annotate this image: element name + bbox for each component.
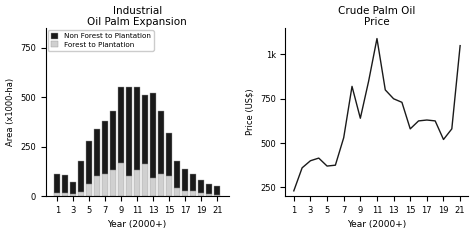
Bar [62, 175, 68, 193]
Bar [94, 129, 100, 176]
Bar [102, 121, 109, 174]
Bar [102, 174, 109, 196]
Bar [86, 184, 92, 196]
Y-axis label: Price (US$): Price (US$) [246, 89, 255, 135]
Bar [134, 170, 140, 196]
Bar [198, 193, 204, 196]
Bar [206, 194, 212, 196]
Bar [190, 174, 196, 191]
Bar [214, 186, 220, 195]
Bar [118, 87, 124, 163]
Bar [126, 87, 132, 176]
Bar [70, 194, 76, 196]
Legend: Non Forest to Plantation, Forest to Plantation: Non Forest to Plantation, Forest to Plan… [48, 30, 154, 51]
Bar [54, 193, 60, 196]
Bar [150, 93, 156, 178]
Y-axis label: Area (x1000-ha): Area (x1000-ha) [6, 78, 15, 146]
Bar [78, 192, 84, 196]
Title: Crude Palm Oil
Price: Crude Palm Oil Price [338, 6, 416, 27]
Bar [78, 161, 84, 192]
X-axis label: Year (2000+): Year (2000+) [347, 220, 407, 229]
Bar [134, 87, 140, 170]
Bar [166, 176, 173, 196]
Bar [182, 191, 188, 196]
Bar [62, 193, 68, 196]
Bar [214, 195, 220, 196]
Bar [166, 133, 173, 176]
Bar [198, 180, 204, 193]
Bar [94, 176, 100, 196]
Bar [158, 111, 164, 174]
Bar [174, 188, 181, 196]
Bar [150, 178, 156, 196]
Bar [142, 95, 148, 164]
Bar [190, 191, 196, 196]
Title: Industrial
Oil Palm Expansion: Industrial Oil Palm Expansion [87, 6, 187, 27]
Bar [110, 111, 117, 170]
X-axis label: Year (2000+): Year (2000+) [108, 220, 167, 229]
Bar [182, 169, 188, 191]
Bar [86, 141, 92, 184]
Bar [126, 176, 132, 196]
Bar [174, 161, 181, 188]
Bar [206, 184, 212, 194]
Bar [70, 182, 76, 194]
Bar [158, 174, 164, 196]
Bar [110, 170, 117, 196]
Bar [54, 174, 60, 193]
Bar [142, 164, 148, 196]
Bar [118, 163, 124, 196]
